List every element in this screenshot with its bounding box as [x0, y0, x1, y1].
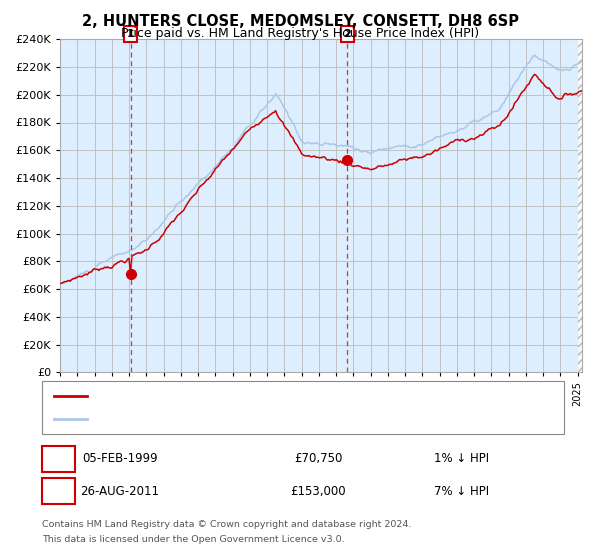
Bar: [578, 39, 583, 372]
Text: 2: 2: [54, 484, 63, 498]
Text: £70,750: £70,750: [294, 452, 342, 465]
Text: This data is licensed under the Open Government Licence v3.0.: This data is licensed under the Open Gov…: [42, 535, 344, 544]
Text: 2, HUNTERS CLOSE, MEDOMSLEY, CONSETT, DH8 6SP: 2, HUNTERS CLOSE, MEDOMSLEY, CONSETT, DH…: [82, 14, 518, 29]
Text: 1% ↓ HPI: 1% ↓ HPI: [434, 452, 490, 465]
Text: Price paid vs. HM Land Registry's House Price Index (HPI): Price paid vs. HM Land Registry's House …: [121, 27, 479, 40]
Text: HPI: Average price, detached house, County Durham: HPI: Average price, detached house, Coun…: [93, 414, 382, 424]
Text: 7% ↓ HPI: 7% ↓ HPI: [434, 484, 490, 498]
Text: Contains HM Land Registry data © Crown copyright and database right 2024.: Contains HM Land Registry data © Crown c…: [42, 520, 412, 529]
Text: 26-AUG-2011: 26-AUG-2011: [80, 484, 160, 498]
Text: 1: 1: [54, 452, 63, 465]
Text: £153,000: £153,000: [290, 484, 346, 498]
Text: 1: 1: [127, 29, 134, 39]
Text: 2: 2: [343, 29, 351, 39]
Text: 05-FEB-1999: 05-FEB-1999: [82, 452, 158, 465]
Text: 2, HUNTERS CLOSE, MEDOMSLEY, CONSETT, DH8 6SP (detached house): 2, HUNTERS CLOSE, MEDOMSLEY, CONSETT, DH…: [93, 391, 487, 401]
